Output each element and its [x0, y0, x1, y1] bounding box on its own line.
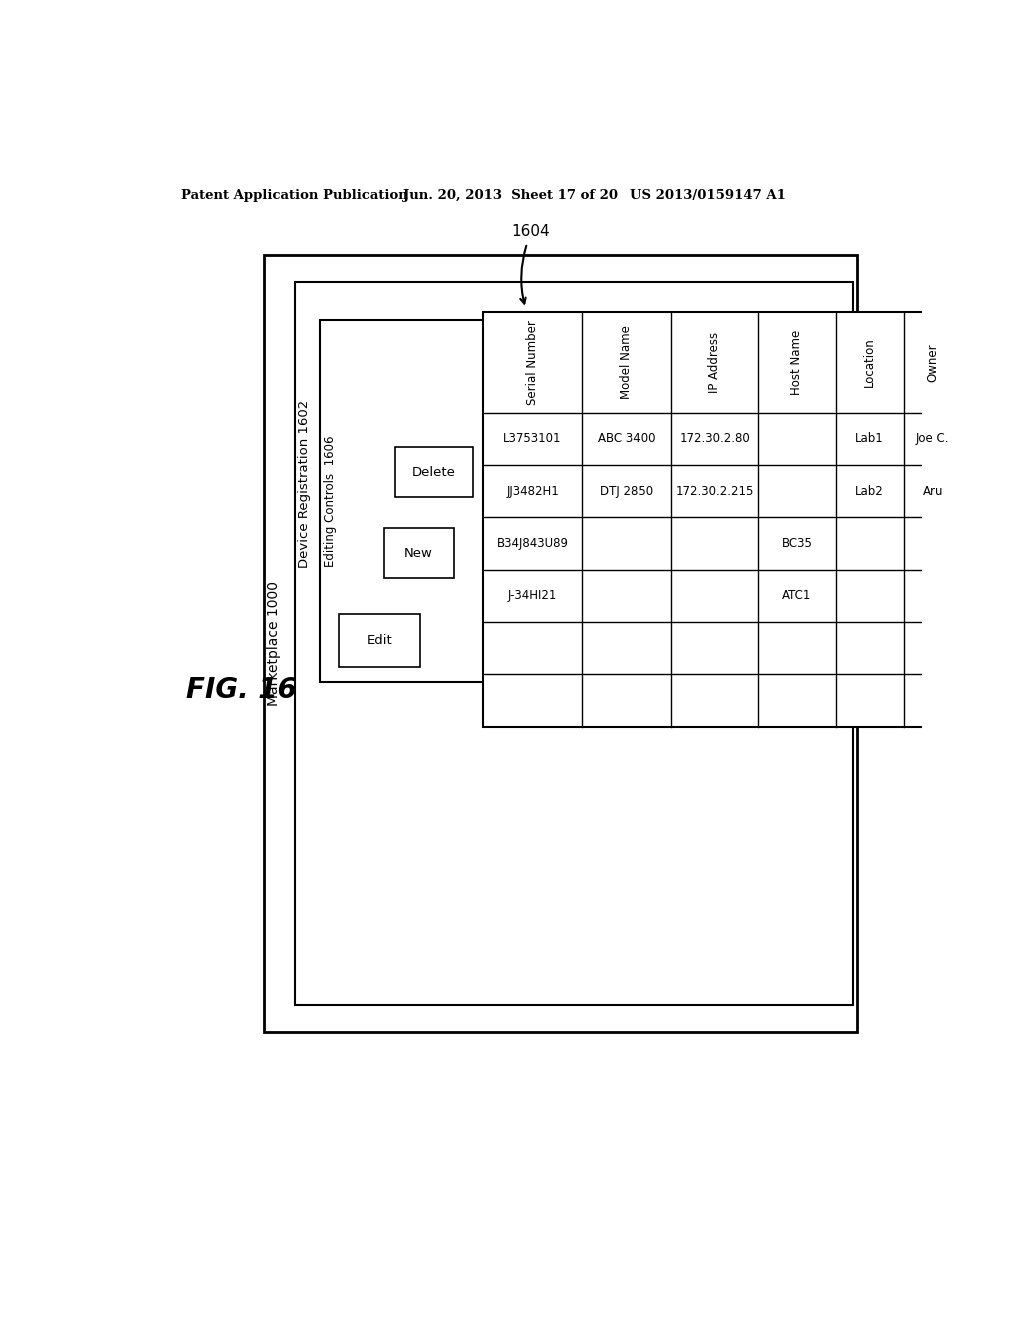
Text: 172.30.2.215: 172.30.2.215 [676, 484, 754, 498]
Text: US 2013/0159147 A1: US 2013/0159147 A1 [630, 189, 786, 202]
Bar [483, 313, 962, 726]
Text: FIG. 16: FIG. 16 [186, 676, 297, 704]
Text: Jun. 20, 2013  Sheet 17 of 20: Jun. 20, 2013 Sheet 17 of 20 [403, 189, 618, 202]
Text: 1604: 1604 [512, 224, 550, 239]
Text: Patent Application Publication: Patent Application Publication [180, 189, 408, 202]
Text: B34J843U89: B34J843U89 [497, 537, 568, 550]
Text: Model Name: Model Name [621, 326, 633, 400]
Text: J-34HI21: J-34HI21 [508, 589, 557, 602]
Text: BC35: BC35 [781, 537, 812, 550]
Bar [295, 281, 853, 1006]
Text: Edit: Edit [367, 634, 392, 647]
Text: Serial Number: Serial Number [526, 319, 539, 405]
Bar [263, 255, 856, 1032]
Text: Editing Controls  1606: Editing Controls 1606 [324, 436, 337, 566]
Text: ABC 3400: ABC 3400 [598, 432, 655, 445]
Text: Host Name: Host Name [791, 330, 803, 395]
Text: Marketplace 1000: Marketplace 1000 [266, 581, 281, 706]
Text: ATC1: ATC1 [782, 589, 811, 602]
Text: Delete: Delete [413, 466, 456, 479]
Text: New: New [404, 546, 433, 560]
Bar [384, 528, 454, 578]
Text: Joe C.: Joe C. [916, 432, 949, 445]
Text: 172.30.2.80: 172.30.2.80 [679, 432, 750, 445]
Text: IP Address: IP Address [709, 331, 721, 393]
Text: JJ3482H1: JJ3482H1 [506, 484, 559, 498]
Bar [395, 447, 473, 498]
Bar [339, 614, 420, 667]
Text: Lab1: Lab1 [855, 432, 884, 445]
Bar [321, 321, 486, 682]
Text: L3753101: L3753101 [504, 432, 562, 445]
Text: Owner: Owner [927, 343, 939, 381]
Text: Device Registration 1602: Device Registration 1602 [298, 400, 311, 569]
Text: Lab2: Lab2 [855, 484, 884, 498]
Text: Aru: Aru [923, 484, 943, 498]
Text: DTJ 2850: DTJ 2850 [600, 484, 653, 498]
Text: Location: Location [863, 338, 877, 387]
